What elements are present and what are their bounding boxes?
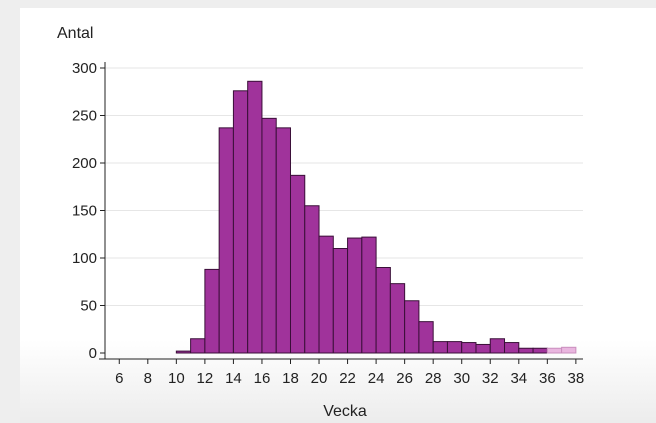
x-tick-label: 20 xyxy=(311,370,328,387)
histogram-bar xyxy=(461,342,477,354)
x-tick-label: 22 xyxy=(339,370,356,387)
histogram-bar xyxy=(489,338,506,354)
x-tick-label: 34 xyxy=(510,370,527,387)
y-tick-label: 150 xyxy=(72,203,97,220)
histogram-bar xyxy=(218,127,234,354)
chart-frame: 0 50 100 150 200 250 300 6 8 10 12 14 16 18 20 22 24 26 2… xyxy=(20,8,656,423)
histogram-bar xyxy=(318,235,334,354)
histogram-bar xyxy=(504,342,520,354)
histogram-bar xyxy=(204,268,220,354)
histogram-bar xyxy=(232,90,249,354)
histogram-bar xyxy=(404,300,420,354)
histogram-bar xyxy=(475,343,491,354)
histogram-bar xyxy=(247,80,263,354)
x-axis-title: Vecka xyxy=(323,403,367,420)
histogram-bar xyxy=(432,341,448,354)
y-axis-ticks: 0 50 100 150 200 250 300 xyxy=(72,60,105,362)
y-tick-label: 50 xyxy=(80,298,97,315)
histogram-bar xyxy=(361,236,377,354)
histogram-bar xyxy=(532,347,548,354)
histogram-bar xyxy=(446,341,463,354)
histogram-bar xyxy=(304,205,320,354)
histogram-bar xyxy=(275,127,291,354)
histogram-bar xyxy=(332,248,349,354)
x-axis-ticks: 6 8 10 12 14 16 18 20 22 24 26 28 30 32 34 36 38 xyxy=(115,359,584,387)
histogram-bar xyxy=(546,347,563,354)
y-axis-title: Antal xyxy=(57,25,93,42)
y-tick-label: 0 xyxy=(89,345,97,362)
histogram-bar xyxy=(289,174,306,354)
x-tick-label: 12 xyxy=(197,370,214,387)
x-tick-label: 26 xyxy=(396,370,413,387)
histogram-bar xyxy=(261,117,277,354)
x-tick-label: 32 xyxy=(482,370,499,387)
x-tick-label: 6 xyxy=(115,370,123,387)
x-tick-label: 16 xyxy=(254,370,271,387)
histogram-bar xyxy=(190,338,206,354)
histogram-bar xyxy=(518,347,534,354)
bars xyxy=(175,80,577,354)
y-tick-label: 200 xyxy=(72,155,97,172)
histogram-bar xyxy=(347,237,363,354)
x-tick-label: 14 xyxy=(225,370,242,387)
gridlines xyxy=(105,67,583,306)
y-tick-label: 250 xyxy=(72,108,97,125)
x-tick-label: 36 xyxy=(539,370,556,387)
x-tick-label: 10 xyxy=(168,370,185,387)
y-tick-label: 100 xyxy=(72,250,97,267)
histogram-bar xyxy=(389,283,406,354)
histogram-bar xyxy=(561,346,577,354)
histogram-bar xyxy=(175,350,192,354)
x-tick-label: 28 xyxy=(425,370,442,387)
x-tick-label: 30 xyxy=(453,370,470,387)
x-tick-label: 8 xyxy=(144,370,152,387)
histogram-bar xyxy=(418,321,434,354)
histogram-bar xyxy=(375,267,391,354)
x-tick-label: 38 xyxy=(568,370,585,387)
y-tick-label: 300 xyxy=(72,60,97,77)
histogram-chart: 0 50 100 150 200 250 300 6 8 10 12 14 16 18 20 22 24 26 2… xyxy=(57,25,584,420)
x-tick-label: 18 xyxy=(282,370,299,387)
x-tick-label: 24 xyxy=(368,370,385,387)
